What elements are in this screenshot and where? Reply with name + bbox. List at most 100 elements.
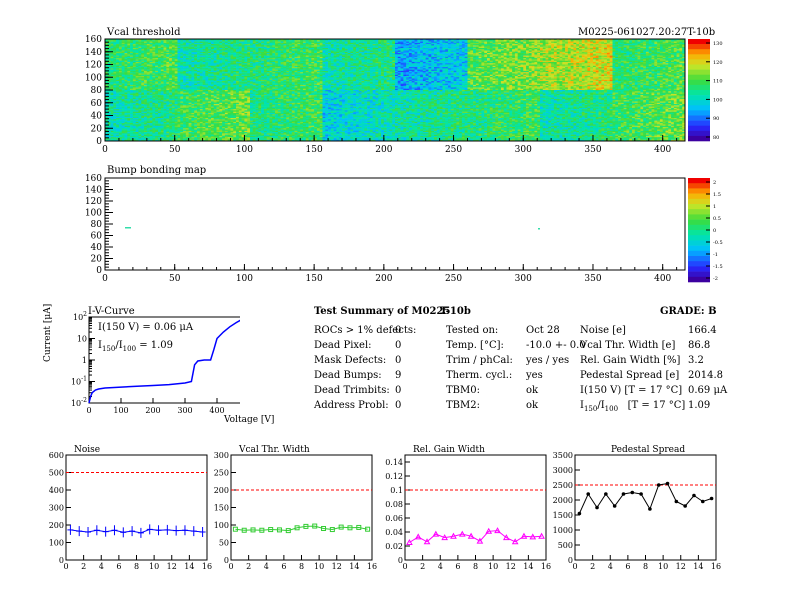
heatmap-cell [219,47,223,50]
heatmap-cell [191,44,195,46]
heatmap-cell [146,44,150,46]
heatmap-cell [121,82,125,84]
heatmap-cell [205,78,209,81]
heatmap-cell [116,65,120,68]
heatmap-cell [230,74,234,77]
heatmap-cell [171,84,176,87]
heatmap-cell [188,42,192,45]
heatmap-cell [157,44,162,46]
heatmap-cell [213,53,217,55]
heatmap-cell [222,45,226,47]
heatmap-cell [127,55,131,58]
heatmap-cell [216,86,220,88]
heatmap-cell [127,86,131,88]
heatmap-cell [146,49,150,51]
heatmap-cell [263,70,268,73]
heatmap-cell [155,58,159,60]
heatmap-cell [205,41,209,44]
heatmap-cell [149,58,153,60]
heatmap-cell [141,60,145,63]
heatmap-cell [236,46,240,49]
heatmap-cell [116,60,120,63]
heatmap-cell [138,75,142,78]
heatmap-cell [266,47,270,50]
heatmap-cell [130,59,134,61]
heatmap-cell [146,83,150,86]
heatmap-cell [261,78,265,81]
heatmap-cell [127,87,131,90]
heatmap-cell [219,58,223,60]
heatmap-cell [138,64,142,67]
heatmap-cell [261,47,265,50]
heatmap-cell [227,81,231,83]
heatmap-cell [238,61,242,64]
heatmap-cell [191,56,195,59]
heatmap-cell [263,61,268,64]
heatmap-cell [219,55,223,58]
heatmap-cell [222,53,226,55]
heatmap-cell [144,84,148,87]
heatmap-cell [149,61,153,64]
heatmap-cell [230,84,234,87]
heatmap-cell [219,50,223,53]
heatmap-cell [141,86,145,88]
heatmap-cell [210,82,215,84]
heatmap-cell [116,53,120,55]
heatmap-cell [138,74,142,77]
heatmap-cell [224,63,228,65]
heatmap-cell [188,82,192,84]
heatmap-cell [157,67,162,69]
heatmap-cell [208,79,212,82]
heatmap-cell [157,83,162,86]
heatmap-cell [127,68,131,70]
heatmap-cell [261,41,265,44]
heatmap-cell [230,45,234,47]
heatmap-cell [219,82,223,84]
heatmap-cell [118,81,123,83]
heatmap-cell [269,49,273,51]
heatmap-cell [227,77,231,79]
heatmap-cell [272,54,276,56]
heatmap-cell [255,50,259,53]
heatmap-cell [157,59,162,61]
heatmap-cell [177,49,181,51]
heatmap-cell [118,67,123,69]
heatmap-cell [174,60,178,63]
heatmap-cell [263,73,268,75]
heatmap-cell [105,64,109,67]
heatmap-cell [216,63,220,65]
heatmap-cell [146,84,150,87]
heatmap-cell [252,73,256,75]
heatmap-cell [157,50,162,53]
heatmap-cell [216,44,220,46]
heatmap-cell [197,73,201,75]
heatmap-cell [141,46,145,49]
heatmap-cell [124,46,128,49]
heatmap-cell [210,51,215,54]
heatmap-cell [146,74,150,77]
heatmap-cell [135,56,139,59]
heatmap-cell [127,83,131,86]
heatmap-cell [149,42,153,45]
heatmap-cell [185,59,189,61]
heatmap-cell [263,88,268,91]
heatmap-cell [199,44,203,46]
heatmap-cell [160,74,164,77]
heatmap-cell [152,73,156,75]
heatmap-cell [146,81,150,83]
heatmap-cell [185,41,189,44]
heatmap-cell [174,42,178,45]
heatmap-cell [124,41,128,44]
heatmap-cell [185,68,189,70]
heatmap-cell [152,60,156,63]
heatmap-cell [157,39,162,41]
heatmap-cell [244,61,248,64]
heatmap-cell [138,56,142,59]
heatmap-cell [152,46,156,49]
heatmap-cell [213,73,217,75]
heatmap-cell [197,67,201,69]
heatmap-cell [169,53,173,55]
heatmap-cell [152,72,156,74]
heatmap-cell [236,77,240,79]
heatmap-cell [121,61,125,64]
